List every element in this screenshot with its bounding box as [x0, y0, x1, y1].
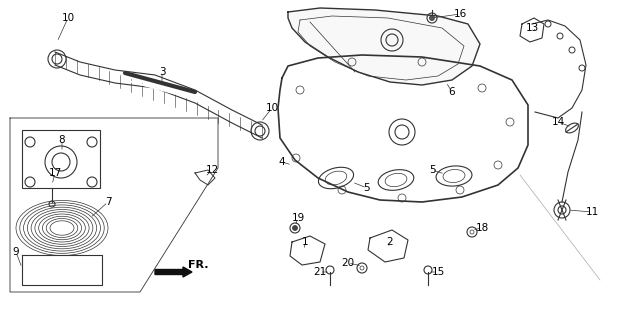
Text: 20: 20: [341, 258, 355, 268]
Text: 3: 3: [159, 67, 165, 77]
Text: 19: 19: [291, 213, 305, 223]
Text: 10: 10: [61, 13, 75, 23]
Text: 5: 5: [429, 165, 435, 175]
Text: 14: 14: [552, 117, 564, 127]
Text: 11: 11: [586, 207, 598, 217]
Text: 15: 15: [431, 267, 445, 277]
Circle shape: [429, 16, 435, 21]
Text: 8: 8: [59, 135, 65, 145]
Text: 7: 7: [105, 197, 111, 207]
Bar: [22, 130, 100, 188]
Text: 17: 17: [49, 168, 61, 178]
Text: 16: 16: [453, 9, 467, 19]
Text: 2: 2: [387, 237, 394, 247]
Polygon shape: [288, 8, 480, 85]
Text: 9: 9: [13, 247, 19, 257]
Text: 1: 1: [301, 237, 308, 247]
Text: 5: 5: [364, 183, 371, 193]
Text: 10: 10: [266, 103, 278, 113]
Text: 21: 21: [314, 267, 326, 277]
Text: 18: 18: [476, 223, 488, 233]
Text: 12: 12: [205, 165, 219, 175]
FancyArrow shape: [155, 267, 192, 277]
Text: 13: 13: [525, 23, 539, 33]
Text: FR.: FR.: [188, 260, 209, 270]
Text: 6: 6: [449, 87, 455, 97]
Circle shape: [292, 226, 298, 231]
Text: 4: 4: [278, 157, 285, 167]
